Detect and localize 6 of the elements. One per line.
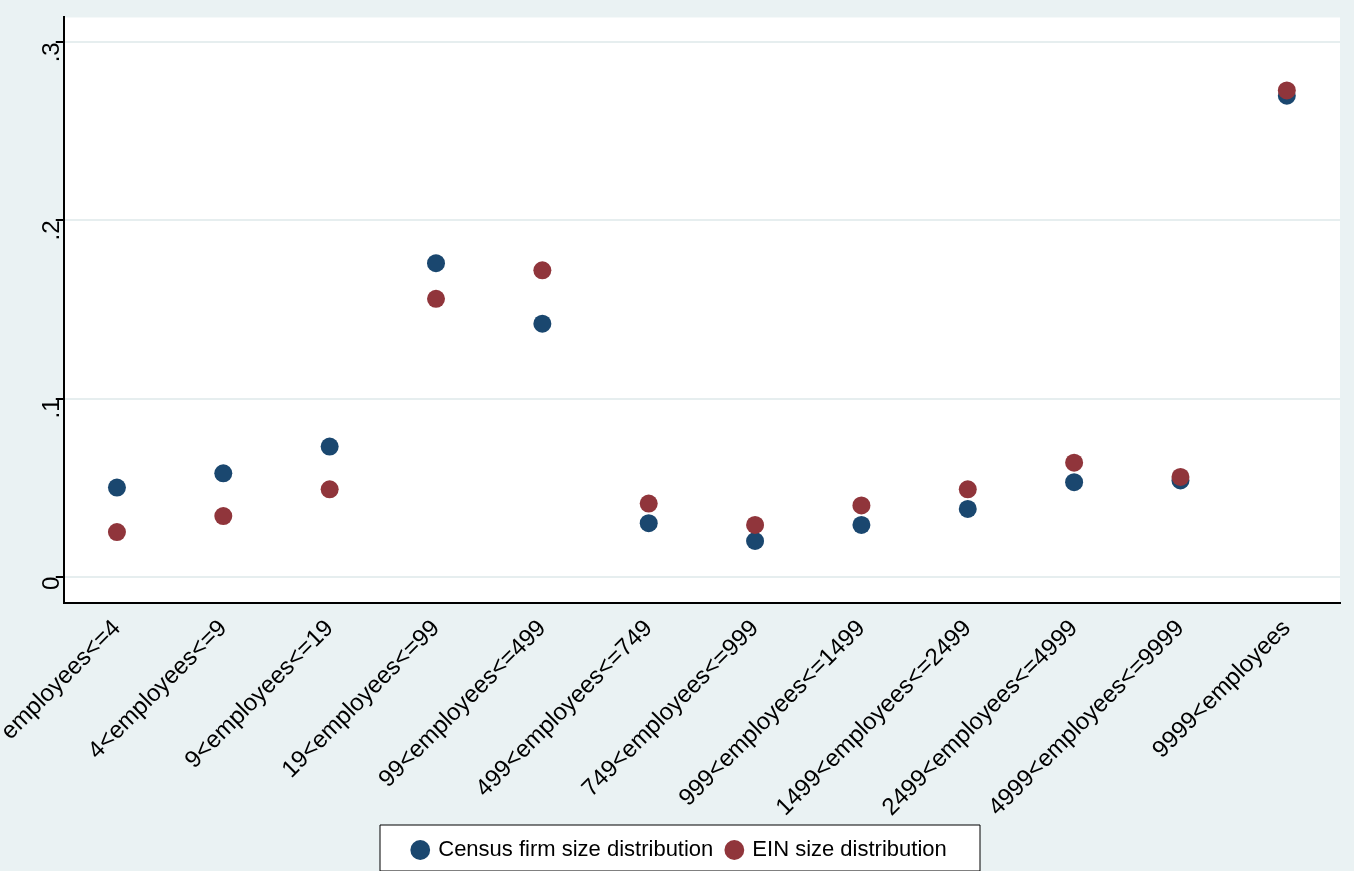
legend-label: EIN size distribution xyxy=(752,836,947,862)
y-tick-label: .1 xyxy=(37,398,65,419)
y-tick-label: .2 xyxy=(37,220,65,241)
y-tick-label: 0 xyxy=(37,576,65,590)
legend-label: Census firm size distribution xyxy=(438,836,714,862)
y-tick-label: .3 xyxy=(37,42,65,63)
